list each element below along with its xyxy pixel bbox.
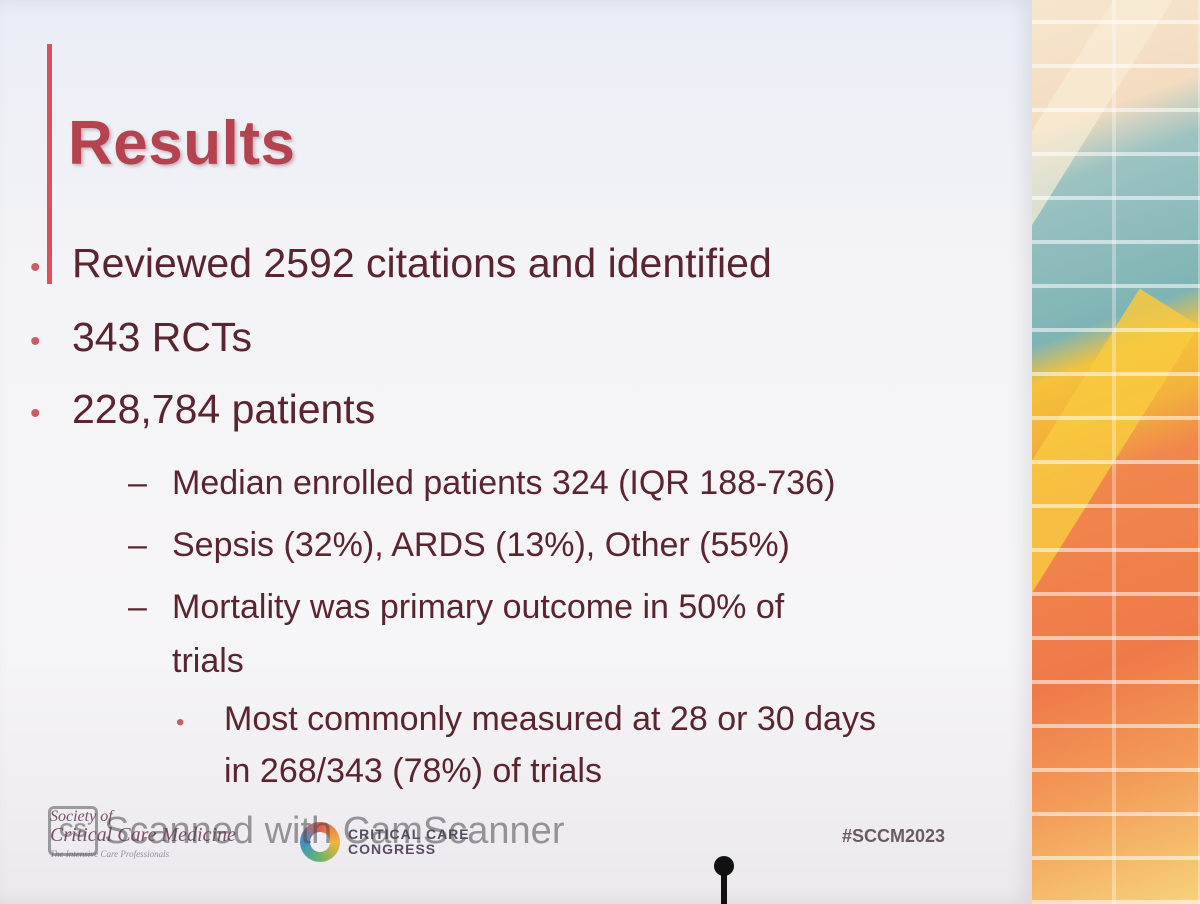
watermark-text: Scanned with CamScanner <box>104 809 565 852</box>
event-hashtag: #SCCM2023 <box>842 826 946 846</box>
camscanner-watermark: CS Scanned with CamScanner <box>48 806 564 856</box>
congress-ring-icon <box>300 822 340 862</box>
camscanner-badge-icon: CS <box>48 806 98 856</box>
bullet-item: • 228,784 patients <box>30 386 375 433</box>
congress-line2: CONGRESS <box>348 841 437 857</box>
slide-accent-bar <box>47 44 52 284</box>
bullet-dot-icon: • <box>30 251 41 284</box>
subbullet-text: trials <box>172 642 244 680</box>
bullet-dot-icon: • <box>30 325 41 358</box>
bullet-item: • Reviewed 2592 citations and identified <box>30 240 772 287</box>
subsubbullet-item: • Most commonly measured at 28 or 30 day… <box>176 694 876 744</box>
subbullet-item: – Sepsis (32%), ARDS (13%), Other (55%) <box>128 518 790 572</box>
bullet-dot-icon: • <box>30 397 41 430</box>
microphone-stem <box>721 872 727 904</box>
bullet-item: • 343 RCTs <box>30 314 252 361</box>
slide-title: Results <box>68 109 296 178</box>
wall-mortar-lines <box>1030 0 1200 904</box>
bullet-text: 228,784 patients <box>72 386 376 432</box>
sccm-logo-line3: The Intensive Care Professionals <box>50 849 170 859</box>
wall-brick-joints <box>1030 0 1200 904</box>
dash-marker-icon: – <box>128 526 147 564</box>
dash-marker-icon: – <box>128 588 147 626</box>
subsubbullet-text: in 268/343 (78%) of trials <box>224 752 602 790</box>
subbullet-text: Sepsis (32%), ARDS (13%), Other (55%) <box>172 526 790 564</box>
subbullet-item: – Mortality was primary outcome in 50% o… <box>128 580 784 634</box>
bullet-text: 343 RCTs <box>72 314 253 360</box>
microphone-head <box>714 856 734 876</box>
congress-logo-text: CRITICAL CARE CONGRESS <box>348 827 470 857</box>
congress-line1: CRITICAL CARE <box>348 826 470 842</box>
subsubbullet-continuation: in 268/343 (78%) of trials <box>176 746 602 796</box>
microphone-icon <box>712 856 736 904</box>
bullet-text: Reviewed 2592 citations and identified <box>72 240 772 286</box>
dash-marker-icon: – <box>128 464 147 502</box>
bullet-dot-icon: • <box>176 709 185 736</box>
projected-slide: Results • Reviewed 2592 citations and id… <box>0 0 1032 904</box>
subsubbullet-text: Most commonly measured at 28 or 30 days <box>224 700 876 738</box>
congress-logo: CRITICAL CARE CONGRESS <box>300 822 470 862</box>
brick-wall-background <box>1030 0 1200 904</box>
subbullet-continuation: trials <box>128 634 244 688</box>
subbullet-text: Median enrolled patients 324 (IQR 188-73… <box>172 464 836 502</box>
subbullet-text: Mortality was primary outcome in 50% of <box>172 588 785 626</box>
subbullet-item: – Median enrolled patients 324 (IQR 188-… <box>128 456 835 510</box>
